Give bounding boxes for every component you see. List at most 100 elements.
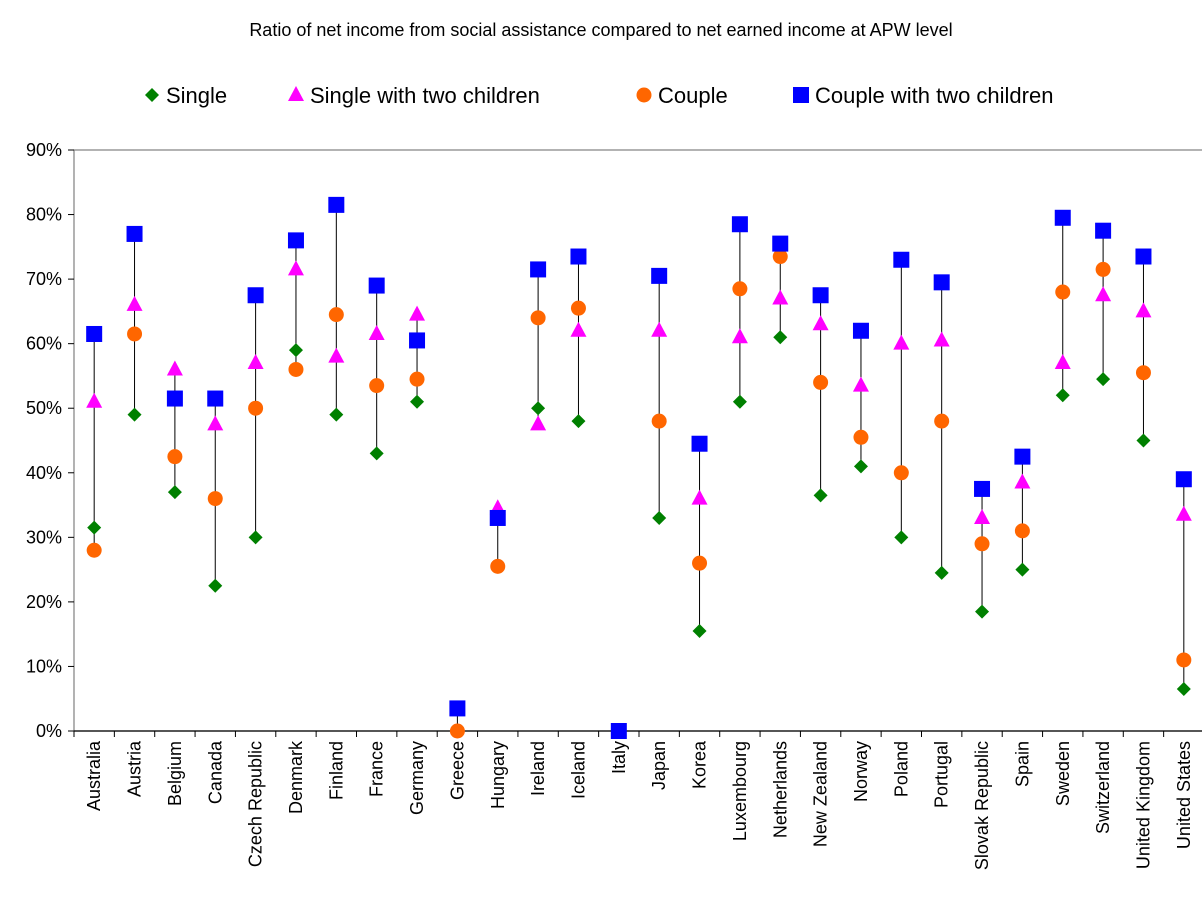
- legend-label: Single: [166, 83, 227, 108]
- point-couple-poland: [893, 465, 909, 481]
- point-couple-new-zealand: [813, 374, 829, 390]
- legend-marker-single-with-two-children: [288, 86, 304, 101]
- category-label-belgium: Belgium: [165, 741, 185, 806]
- point-single-with-two-children-united-kingdom: [1135, 302, 1152, 318]
- category-label-france: France: [367, 741, 387, 797]
- point-couple-with-two-children-germany: [409, 332, 426, 349]
- point-single-czech-republic: [248, 530, 263, 545]
- point-couple-with-two-children-austria: [126, 225, 143, 242]
- point-couple-with-two-children-united-states: [1175, 471, 1192, 488]
- point-single-with-two-children-ireland: [530, 415, 547, 431]
- category-label-finland: Finland: [326, 741, 346, 800]
- point-single-luxembourg: [732, 394, 747, 409]
- point-couple-norway: [853, 429, 869, 445]
- point-couple-with-two-children-canada: [207, 390, 224, 407]
- point-single-with-two-children-spain: [1014, 473, 1031, 489]
- y-tick-label: 20%: [26, 592, 62, 612]
- category-label-norway: Norway: [851, 741, 871, 802]
- category-label-japan: Japan: [649, 741, 669, 790]
- category-label-portugal: Portugal: [932, 741, 952, 808]
- point-single-australia: [87, 520, 102, 535]
- point-couple-france: [369, 378, 385, 394]
- point-couple-with-two-children-iceland: [570, 248, 587, 265]
- point-single-with-two-children-united-states: [1175, 505, 1192, 521]
- point-couple-with-two-children-hungary: [489, 509, 506, 526]
- point-couple-iceland: [570, 300, 586, 316]
- legend-item-couple-with-two-children: Couple with two children: [793, 83, 1053, 108]
- point-single-with-two-children-czech-republic: [247, 354, 264, 370]
- y-tick-label: 50%: [26, 398, 62, 418]
- point-couple-with-two-children-poland: [893, 251, 910, 268]
- point-single-with-two-children-switzerland: [1095, 286, 1112, 302]
- point-couple-with-two-children-belgium: [166, 390, 183, 407]
- legend-item-couple: Couple: [636, 83, 728, 108]
- point-couple-with-two-children-korea: [691, 435, 708, 452]
- y-tick-label: 70%: [26, 269, 62, 289]
- point-couple-with-two-children-australia: [86, 325, 103, 342]
- category-label-germany: Germany: [407, 741, 427, 815]
- point-single-with-two-children-france: [368, 324, 385, 340]
- point-single-with-two-children-poland: [893, 334, 910, 350]
- point-single-with-two-children-sweden: [1054, 354, 1071, 370]
- category-label-ireland: Ireland: [528, 741, 548, 796]
- category-label-australia: Australia: [84, 740, 104, 811]
- legend-marker-couple-with-two-children: [793, 87, 809, 103]
- point-couple-netherlands: [772, 249, 788, 265]
- range-lines: [93, 204, 1185, 731]
- category-label-switzerland: Switzerland: [1093, 741, 1113, 834]
- category-label-korea: Korea: [690, 740, 710, 789]
- category-label-united-states: United States: [1174, 741, 1194, 849]
- point-couple-with-two-children-france: [368, 277, 385, 294]
- category-label-czech-republic: Czech Republic: [246, 741, 266, 867]
- point-couple-with-two-children-united-kingdom: [1135, 248, 1152, 265]
- point-couple-spain: [1014, 523, 1030, 539]
- point-couple-with-two-children-italy: [610, 723, 627, 739]
- point-single-with-two-children-australia: [86, 392, 103, 408]
- legend-item-single-with-two-children: Single with two children: [288, 83, 540, 108]
- plot-area-frame: [73, 149, 1202, 732]
- category-label-italy: Italy: [609, 741, 629, 774]
- point-couple-with-two-children-japan: [651, 267, 668, 284]
- category-label-luxembourg: Luxembourg: [730, 741, 750, 841]
- point-couple-united-states: [1176, 652, 1192, 668]
- y-tick-label: 0%: [36, 721, 62, 741]
- point-couple-with-two-children-czech-republic: [247, 287, 264, 304]
- point-single-with-two-children-canada: [207, 415, 224, 431]
- point-single-with-two-children-finland: [328, 347, 345, 363]
- y-tick-label: 30%: [26, 527, 62, 547]
- point-single-belgium: [167, 485, 182, 500]
- legend: Single Single with two children Couple Coup…: [145, 83, 1053, 108]
- legend-label: Couple with two children: [815, 83, 1053, 108]
- point-couple-japan: [651, 413, 667, 429]
- point-single-new-zealand: [813, 488, 828, 503]
- legend-marker-couple: [636, 87, 652, 103]
- point-couple-with-two-children-finland: [328, 196, 345, 213]
- point-single-with-two-children-korea: [691, 489, 708, 505]
- point-couple-with-two-children-netherlands: [772, 235, 789, 252]
- point-couple-korea: [692, 555, 708, 571]
- point-single-spain: [1015, 562, 1030, 577]
- point-single-ireland: [531, 401, 546, 416]
- category-label-hungary: Hungary: [488, 741, 508, 809]
- point-couple-germany: [409, 371, 425, 387]
- point-single-with-two-children-netherlands: [772, 289, 789, 305]
- legend-label: Couple: [658, 83, 728, 108]
- point-couple-greece: [449, 723, 465, 739]
- point-couple-with-two-children-norway: [852, 322, 869, 339]
- point-couple-with-two-children-spain: [1014, 448, 1031, 465]
- point-single-with-two-children-slovak-republic: [974, 508, 991, 524]
- point-single-sweden: [1055, 388, 1070, 403]
- y-tick-label: 90%: [26, 140, 62, 160]
- point-couple-luxembourg: [732, 281, 748, 297]
- point-single-japan: [652, 510, 667, 525]
- point-single-united-kingdom: [1136, 433, 1151, 448]
- point-couple-canada: [207, 491, 223, 507]
- point-single-portugal: [934, 565, 949, 580]
- point-couple-sweden: [1055, 284, 1071, 300]
- axes: 0% 10% 20% 30% 40% 50% 60% 70% 80% 90% Australia Au…: [26, 140, 1202, 870]
- category-label-sweden: Sweden: [1053, 741, 1073, 806]
- point-single-with-two-children-iceland: [570, 321, 587, 337]
- chart-title: Ratio of net income from social assistan…: [249, 20, 953, 40]
- point-single-iceland: [571, 414, 586, 429]
